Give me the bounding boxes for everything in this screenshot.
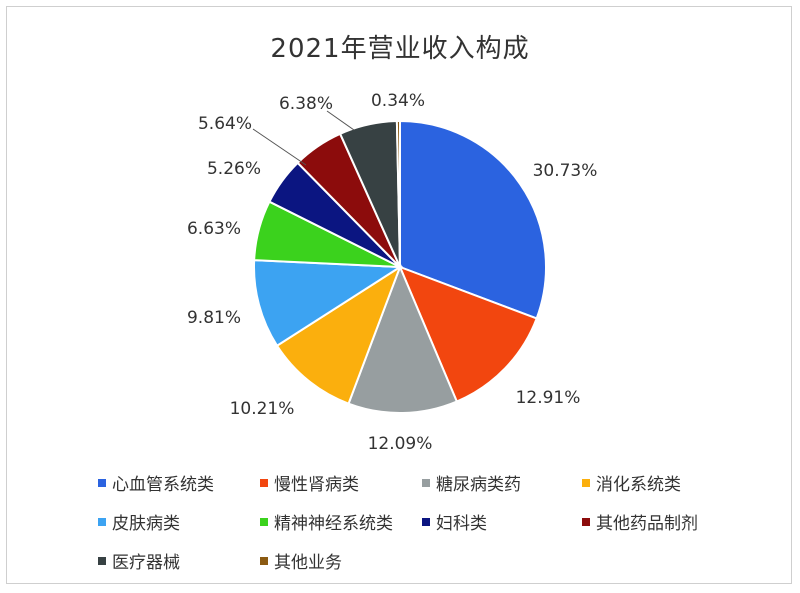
- legend-label: 其他药品制剂: [596, 514, 698, 534]
- pie-slice: [253, 259, 404, 348]
- legend-swatch: [260, 556, 268, 565]
- legend-item: 妇科类: [422, 509, 582, 534]
- legend-swatch: [98, 556, 106, 565]
- legend-swatch: [260, 517, 268, 526]
- legend-swatch: [98, 517, 106, 526]
- pie-slice: [399, 119, 547, 320]
- data-label: 10.21%: [230, 399, 295, 419]
- pie-slice: [275, 264, 402, 405]
- data-label: 6.63%: [187, 219, 241, 239]
- legend-label: 医疗器械: [112, 553, 180, 573]
- data-label: 5.26%: [207, 159, 261, 179]
- legend-swatch: [422, 478, 430, 487]
- data-label: 0.34%: [371, 91, 425, 111]
- legend-label: 消化系统类: [596, 475, 681, 495]
- legend-swatch: [582, 517, 590, 526]
- data-label: 12.91%: [516, 388, 581, 408]
- legend-label: 皮肤病类: [112, 514, 180, 534]
- legend-item: 慢性肾病类: [260, 470, 422, 495]
- legend-item: 其他药品制剂: [582, 509, 732, 534]
- legend-label: 精神神经系统类: [274, 514, 393, 534]
- data-label: 5.64%: [198, 114, 252, 134]
- legend-swatch: [98, 478, 106, 487]
- legend-label: 妇科类: [436, 514, 487, 534]
- pie-slice: [398, 265, 538, 403]
- legend-item: 消化系统类: [582, 470, 732, 495]
- legend-label: 慢性肾病类: [274, 475, 359, 495]
- legend-item: 其他业务: [260, 548, 422, 573]
- legend-label: 糖尿病类药: [436, 475, 521, 495]
- legend-swatch: [260, 478, 268, 487]
- legend-item: 皮肤病类: [98, 509, 260, 534]
- pie-slice: [395, 119, 401, 268]
- pie-slice: [347, 264, 459, 414]
- chart-title: 2021年营业收入构成: [270, 34, 530, 64]
- legend-item: 糖尿病类药: [422, 470, 582, 495]
- legend-item: 医疗器械: [98, 548, 260, 573]
- legend-item: 心血管系统类: [98, 470, 260, 495]
- leader-line: [326, 110, 355, 131]
- legend-swatch: [582, 478, 590, 487]
- legend-label: 心血管系统类: [112, 475, 214, 495]
- legend-label: 其他业务: [274, 553, 342, 573]
- data-label: 6.38%: [279, 94, 333, 114]
- leader-line: [252, 128, 307, 166]
- data-label: 9.81%: [187, 308, 241, 328]
- legend-swatch: [422, 517, 430, 526]
- legend: 心血管系统类 慢性肾病类 糖尿病类药 消化系统类皮肤病类 精神神经系统类 妇科类 其他药品制…: [98, 470, 738, 573]
- legend-item: 精神神经系统类: [260, 509, 422, 534]
- data-label: 12.09%: [368, 434, 433, 454]
- data-label: 30.73%: [533, 161, 598, 181]
